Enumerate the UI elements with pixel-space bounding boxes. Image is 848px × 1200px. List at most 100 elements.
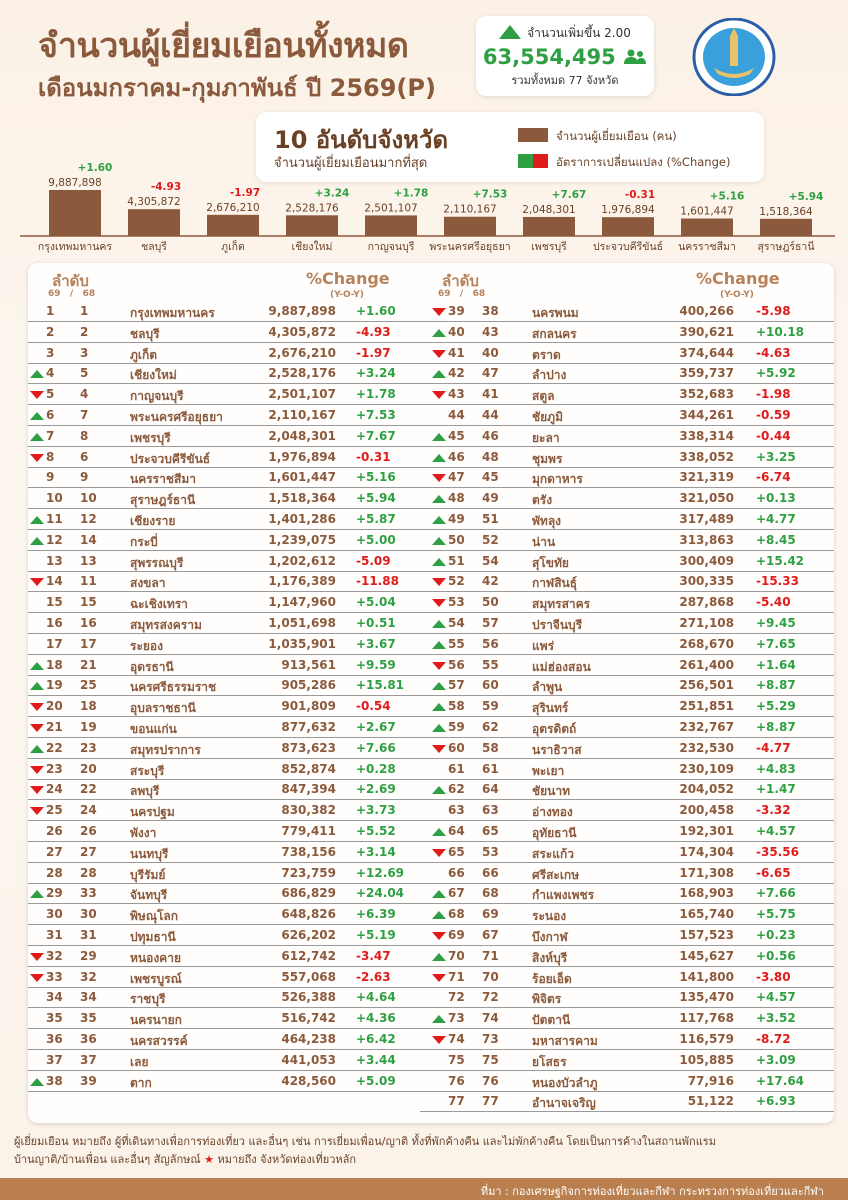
rank-2569: 36 [46, 1032, 63, 1046]
visitor-count: 135,470 [679, 990, 734, 1005]
province-name: ปัตตานี [532, 1013, 571, 1028]
percent-change: +5.09 [356, 1073, 396, 1088]
trend-down-icon [30, 724, 44, 732]
rank-2569: 43 [448, 387, 465, 402]
rank-2569: 76 [448, 1073, 465, 1088]
province-name: อุตรดิตถ์ [532, 722, 577, 736]
rank-2568: 39 [80, 1073, 97, 1088]
trend-up-icon [432, 890, 446, 899]
province-name: ระนอง [532, 909, 567, 924]
percent-change: +3.24 [356, 366, 396, 381]
province-name: น่าน [532, 534, 556, 549]
visitor-count: 157,523 [679, 928, 734, 942]
province-name: พิจิตร [532, 992, 562, 1007]
visitor-count: 287,868 [679, 595, 734, 610]
rank-2568: 75 [482, 1052, 499, 1067]
rank-2568: 68 [482, 886, 499, 901]
up-arrow-icon [499, 25, 522, 39]
visitor-count: 400,266 [679, 304, 734, 318]
percent-change: +2.67 [356, 720, 396, 734]
table-row: 44 44 ชัยภูมิ 344,261 -0.59 [420, 405, 834, 426]
rank-2568: 54 [482, 553, 499, 568]
visitor-count: 77,916 [687, 1073, 734, 1088]
province-name: ศรีสะเกษ [532, 867, 580, 882]
percent-change: +0.51 [356, 616, 396, 630]
rank-2568: 14 [80, 532, 97, 547]
visitor-count: 428,560 [281, 1073, 336, 1088]
percent-change: +9.45 [756, 616, 796, 630]
rank-2568: 38 [482, 304, 499, 318]
province-name: ประจวบคีรีขันธ์ [130, 451, 211, 466]
percent-change: -0.31 [356, 449, 391, 464]
rank-2568: 1 [80, 304, 89, 318]
trend-down-icon [432, 474, 446, 483]
percent-change: +4.57 [756, 990, 796, 1005]
trend-down-icon [30, 578, 44, 587]
table-row: 76 76 หนองบัวลำภู 77,916 +17.64 [420, 1071, 834, 1092]
rank-2569: 21 [46, 720, 63, 734]
trend-up-icon [30, 432, 44, 441]
trend-up-icon [432, 516, 446, 524]
percent-change: +1.78 [356, 387, 396, 402]
percent-change: -4.93 [356, 324, 391, 339]
rank-2568: 3 [80, 345, 89, 360]
rank-2569: 31 [46, 928, 63, 942]
table-row: 21 19 ขอนแก่น 877,632 +2.67 [28, 717, 430, 738]
table-row: 32 29 หนองคาย 612,742 -3.47 [28, 946, 430, 967]
trend-up-icon [30, 744, 44, 753]
province-count: รวมทั้งหมด 77 จังหวัด [511, 74, 619, 87]
percent-change: +17.64 [756, 1073, 805, 1088]
visitor-count: 271,108 [679, 616, 734, 630]
province-name: นราธิวาส [532, 742, 582, 757]
province-name: ลำพูน [532, 680, 563, 695]
bar [602, 217, 654, 236]
rank-2569: 65 [448, 844, 465, 859]
bar-value-label: 1,601,447 [680, 205, 733, 217]
rank-2569: 16 [46, 616, 63, 630]
percent-change: +5.16 [356, 470, 396, 485]
visitor-count: 300,409 [679, 553, 734, 568]
rank-2568: 56 [482, 636, 499, 651]
trend-up-icon [30, 682, 44, 691]
rank-2568: 26 [80, 824, 97, 838]
bar [207, 214, 259, 236]
table-row: 25 24 นครปฐม 830,382 +3.73 [28, 800, 430, 822]
table-row: 72 72 พิจิตร 135,470 +4.57 [420, 987, 834, 1009]
visitor-count: 830,382 [281, 803, 336, 818]
province-name: พัทลุง [532, 514, 562, 528]
table-row: 6 7 พระนครศรีอยุธยา 2,110,167 +7.53 [28, 405, 430, 426]
rank-header: ลำดับ [442, 272, 479, 290]
province-name: ตราด [532, 347, 561, 362]
table-row: 2 2 ชลบุรี 4,305,872 -4.93 [28, 322, 430, 343]
province-name: ขอนแก่น [130, 722, 177, 736]
rank-2569: 34 [46, 990, 63, 1005]
province-name: แม่ฮ่องสอน [532, 659, 591, 674]
table-row: 40 43 สกลนคร 390,621 +10.18 [420, 322, 834, 343]
rank-2568: 4 [80, 387, 89, 402]
footnote-line2b: หมายถึง จังหวัดท่องเที่ยวหลัก [217, 1153, 357, 1166]
province-name: อุบลราชธานี [130, 701, 196, 716]
rank-2568: 8 [80, 428, 89, 443]
rank-2569: 19 [46, 678, 63, 693]
province-name: บึงกาฬ [532, 930, 568, 944]
rank-2568: 2 [80, 324, 89, 339]
bar-change-label: -1.97 [230, 187, 260, 199]
percent-change: +7.65 [756, 636, 796, 651]
chart-legend: 10 อันดับจังหวัด จำนวนผู้เยี่ยมเยือนมากท… [256, 112, 764, 182]
rank-2568: 71 [482, 948, 499, 963]
province-name: นครสวรรค์ [130, 1034, 188, 1048]
rank-2568: 45 [482, 470, 499, 485]
percent-change: +12.69 [356, 865, 405, 880]
table-row: 67 68 กำแพงเพชร 168,903 +7.66 [420, 883, 834, 905]
legend-subtitle: จำนวนผู้เยี่ยมเยือนมากที่สุด [274, 156, 428, 171]
table-row: 69 67 บึงกาฬ 157,523 +0.23 [420, 925, 834, 946]
rank-2569: 12 [46, 532, 63, 547]
province-name: ชัยนาท [532, 784, 571, 799]
table-row: 51 54 สุโขทัย 300,409 +15.42 [420, 551, 834, 572]
bar-value-label: 2,110,167 [443, 204, 496, 216]
category-label: เชียงใหม่ [292, 240, 333, 253]
rank-2568: 10 [80, 491, 97, 506]
rank-2568: 36 [80, 1032, 97, 1046]
province-name: นนทบุรี [130, 846, 169, 861]
rank-2568: 7 [80, 408, 89, 422]
